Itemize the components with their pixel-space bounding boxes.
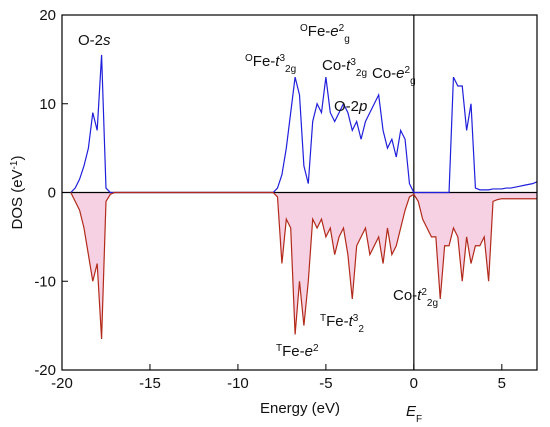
series-line xyxy=(70,54,538,194)
text-segment: 3 xyxy=(350,57,356,68)
text-segment: g xyxy=(344,34,350,45)
text-segment: O-2 xyxy=(78,32,103,49)
text-segment: 2 xyxy=(339,23,345,34)
text-segment: g xyxy=(410,76,416,87)
text-segment: 3 xyxy=(279,53,285,64)
text-segment: -1 xyxy=(9,160,20,169)
text-segment: 2 xyxy=(405,65,411,76)
annotation: OFe-e2g xyxy=(300,23,350,45)
text-segment: O-2 xyxy=(334,98,359,115)
x-tick-label: 5 xyxy=(498,375,506,392)
text-segment: Fe- xyxy=(326,313,349,330)
text-segment: 2g xyxy=(285,64,296,75)
text-segment: 2 xyxy=(358,324,364,335)
text-segment: 2 xyxy=(313,343,319,354)
text-segment: T xyxy=(276,343,282,354)
x-axis-label: Energy (eV) xyxy=(260,400,340,417)
text-segment: t xyxy=(349,313,354,330)
annotation: Co-t32g xyxy=(322,57,367,79)
text-segment: O xyxy=(300,23,308,34)
text-segment: DOS (eV xyxy=(9,169,26,229)
annotation: O-2s xyxy=(78,32,111,49)
text-segment: Co- xyxy=(393,287,417,304)
y-tick-label: 20 xyxy=(39,7,56,24)
text-segment: e xyxy=(396,65,404,82)
text-segment: Fe- xyxy=(282,343,305,360)
y-tick-label: -20 xyxy=(34,362,56,379)
area xyxy=(70,192,537,339)
text-segment: e xyxy=(305,343,313,360)
text-segment: t xyxy=(417,287,422,304)
x-tick-label: 0 xyxy=(410,375,418,392)
annotation: EF xyxy=(406,403,422,425)
annotation: TFe-t32 xyxy=(320,313,364,335)
text-segment: s xyxy=(103,32,111,49)
text-segment: t xyxy=(275,53,280,70)
text-segment: e xyxy=(330,23,338,40)
y-tick-label: 0 xyxy=(48,185,56,202)
annotation: OFe-t32g xyxy=(245,53,296,75)
y-tick-label: -10 xyxy=(34,273,56,290)
text-segment: Fe- xyxy=(253,53,276,70)
text-segment: 2g xyxy=(356,68,367,79)
text-segment: Co- xyxy=(322,57,346,74)
text-segment: 2g xyxy=(427,298,438,309)
text-segment: T xyxy=(320,313,326,324)
text-segment: F xyxy=(416,414,422,425)
text-segment: O xyxy=(245,53,253,64)
text-segment: E xyxy=(406,403,417,420)
x-tick-label: -5 xyxy=(319,375,332,392)
text-segment: Energy (eV) xyxy=(260,400,340,417)
text-segment: p xyxy=(358,98,367,115)
text-segment: 2 xyxy=(421,287,427,298)
x-tick-label: -15 xyxy=(139,375,161,392)
annotation: TFe-e2 xyxy=(276,343,319,361)
text-segment: ) xyxy=(9,156,26,161)
annotation: Co-e2g xyxy=(372,65,416,87)
y-axis-label: DOS (eV-1) xyxy=(9,156,27,230)
series-line xyxy=(70,191,537,339)
text-segment: t xyxy=(346,57,351,74)
x-tick-label: -10 xyxy=(227,375,249,392)
text-segment: Co- xyxy=(372,65,396,82)
annotation: Co-t22g xyxy=(393,287,438,309)
x-tick-label: -20 xyxy=(51,375,73,392)
text-segment: Fe- xyxy=(308,23,331,40)
y-tick-label: 10 xyxy=(39,96,56,113)
annotation: O-2p xyxy=(334,98,367,115)
text-segment: 3 xyxy=(353,313,359,324)
